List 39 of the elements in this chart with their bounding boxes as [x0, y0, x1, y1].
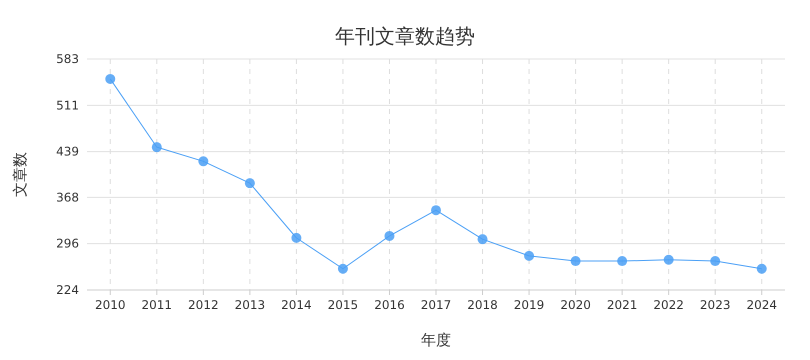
point — [570, 256, 581, 266]
point — [338, 264, 348, 274]
x-tick-label: 2020 — [560, 298, 591, 312]
point — [431, 205, 441, 216]
point — [291, 232, 302, 243]
point — [244, 178, 255, 188]
point — [478, 234, 488, 244]
y-tick-label: 296 — [56, 236, 79, 251]
x-tick-label: 2022 — [653, 298, 684, 312]
x-tick-label: 2023 — [700, 298, 730, 312]
y-tick-label: 368 — [56, 190, 79, 204]
point — [524, 250, 534, 261]
x-tick-label: 2019 — [514, 298, 544, 312]
point — [384, 230, 394, 241]
y-axis-title: 文章数 — [11, 152, 29, 197]
chart-title: 年刊文章数趋势 — [335, 24, 475, 48]
y-tick-label: 511 — [56, 98, 79, 112]
point — [198, 156, 208, 166]
y-tick-label: 224 — [56, 283, 79, 297]
point — [105, 74, 116, 84]
x-tick-label: 2012 — [188, 298, 219, 312]
x-tick-label: 2016 — [374, 298, 405, 312]
x-tick-label: 2018 — [467, 298, 498, 312]
x-tick-label: 2017 — [420, 298, 452, 312]
x-tick-label: 2011 — [142, 298, 172, 312]
x-axis-title: 年度 — [421, 331, 451, 349]
y-tick-label: 583 — [56, 52, 79, 66]
x-tick-label: 2021 — [606, 298, 638, 312]
x-tick-label: 2013 — [234, 298, 266, 312]
point — [152, 142, 162, 152]
y-tick-label: 439 — [56, 144, 79, 159]
x-tick-label: 2024 — [746, 298, 778, 312]
point — [710, 256, 720, 266]
point — [664, 254, 674, 265]
x-tick-label: 2015 — [328, 298, 358, 312]
point — [617, 256, 628, 266]
point — [756, 264, 767, 274]
x-tick-label: 2014 — [281, 298, 312, 312]
x-tick-label: 2010 — [94, 298, 126, 312]
